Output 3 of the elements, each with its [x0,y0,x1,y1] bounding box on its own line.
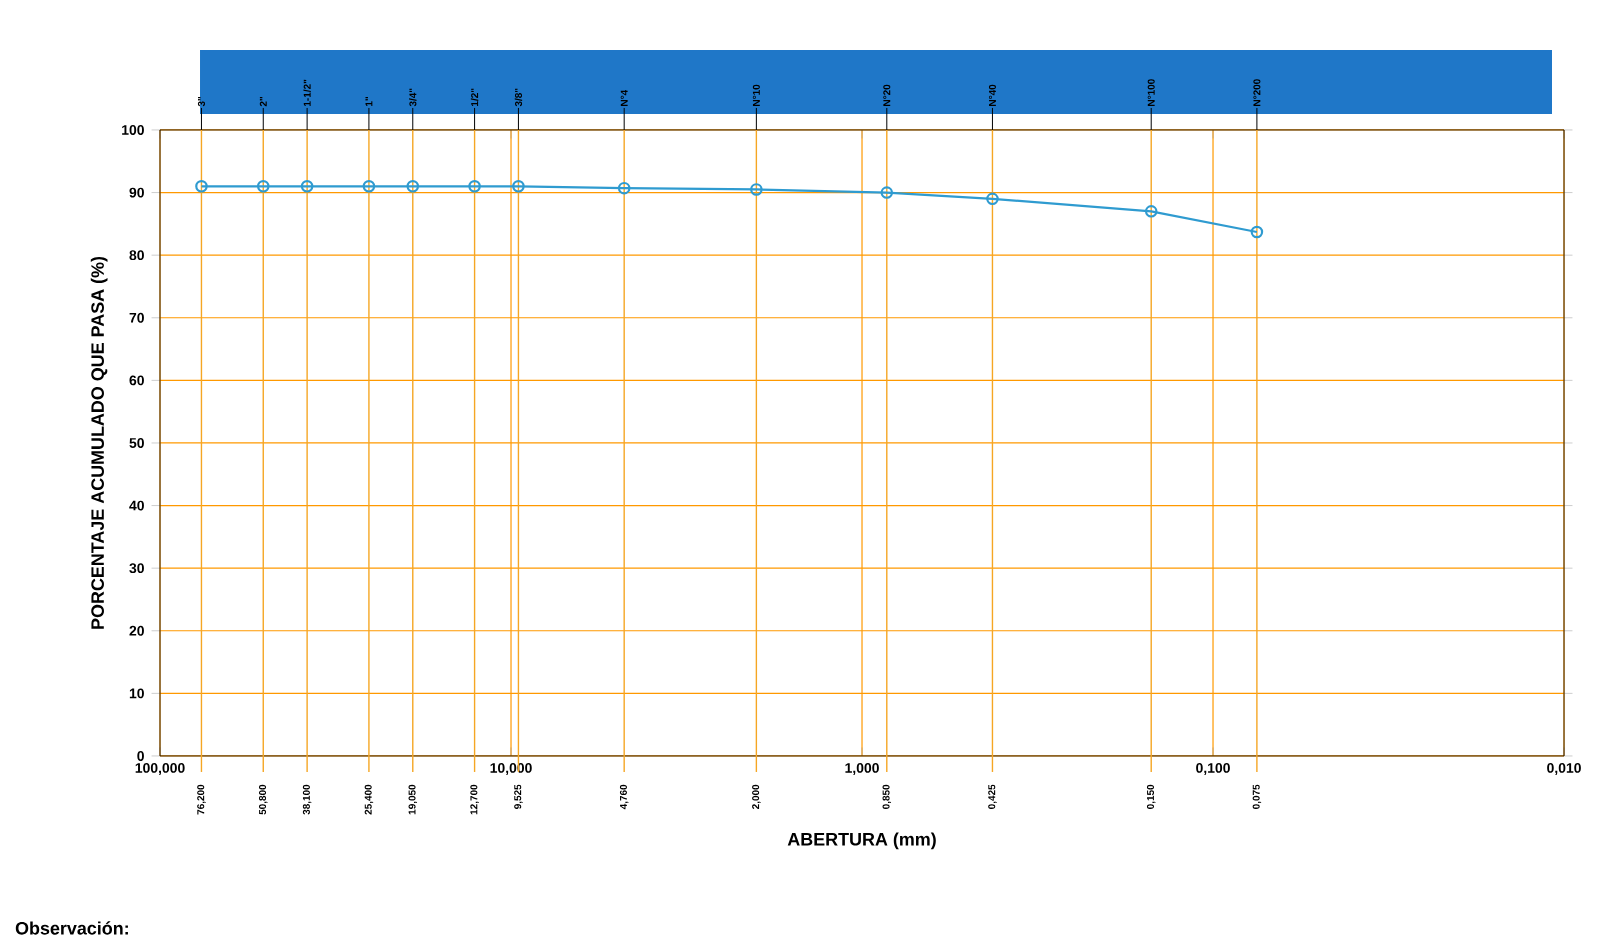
text: Observación: [15,921,128,935]
x-axis-title: ABERTURA (mm) [787,832,936,850]
y-axis-title: PORCENTAJE ACUMULADO QUE PASA (%) [90,256,108,629]
